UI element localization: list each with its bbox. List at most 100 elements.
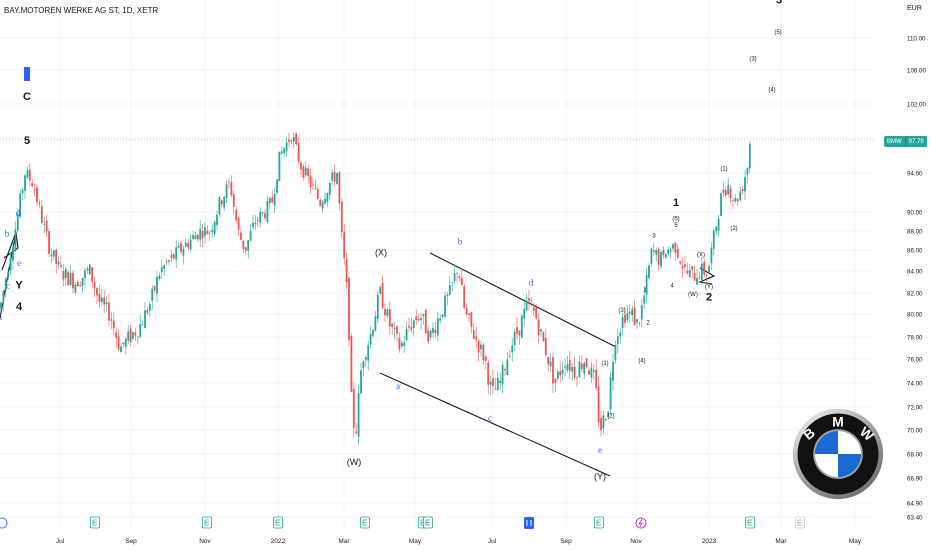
candle-body [88, 264, 91, 275]
candle-body [667, 249, 670, 254]
candle-body [340, 201, 343, 233]
currency-label: EUR [907, 5, 922, 12]
candle-body [432, 327, 434, 333]
candle-body [381, 282, 384, 309]
y-tick-label: 80.00 [907, 312, 923, 319]
candle-body [633, 307, 636, 326]
candle-body [336, 173, 338, 184]
y-tick-label: 88.00 [907, 229, 923, 236]
earnings-icon-glyph [204, 519, 209, 526]
y-tick-label: 94.00 [907, 171, 923, 178]
candle-body [580, 363, 583, 369]
candle-body [592, 370, 595, 372]
candle-body [76, 281, 79, 287]
candle-body [264, 213, 266, 219]
wave-labels: C5dbecY4a(X)bdace(W)(Y)(1)(2)(3)(4)12345… [0, 0, 782, 481]
earnings-icon-glyph [797, 519, 802, 526]
candle-body [312, 184, 314, 186]
candle-body [736, 199, 739, 202]
earnings-icon-glyph [425, 519, 430, 526]
candle-body [271, 197, 274, 203]
candle-body [705, 274, 708, 276]
candle-body [352, 388, 355, 428]
candle-body [304, 167, 307, 176]
x-tick-label: May [849, 538, 862, 545]
candle-body [576, 377, 578, 379]
price-channel [0, 231, 716, 477]
candle-body [48, 231, 50, 254]
candle-body [451, 282, 454, 284]
wave-label: (1) [720, 166, 727, 172]
candle-body [7, 271, 10, 278]
candle-body [81, 277, 84, 286]
candle-body [372, 330, 374, 336]
candle-body [518, 330, 521, 336]
candle-body [494, 388, 497, 390]
earnings-icon-glyph [275, 519, 280, 526]
x-tick-label: Mar [775, 538, 787, 545]
y-tick-label: 110.00 [907, 36, 926, 43]
candle-body [475, 336, 478, 340]
candle-body [261, 212, 264, 214]
y-tick-label: 84.00 [907, 269, 923, 276]
candle-body [530, 304, 533, 306]
wave-label: 4 [16, 301, 23, 313]
candle-body [496, 378, 499, 391]
candle-body [187, 243, 190, 248]
candle-body [583, 363, 586, 374]
candle-body [741, 188, 744, 191]
candle-body [67, 271, 70, 286]
candle-body [465, 308, 468, 315]
candles [0, 131, 751, 446]
candle-body [40, 206, 43, 223]
wave-label: e [598, 445, 602, 455]
candle-body [537, 319, 540, 336]
candle-body [74, 284, 77, 293]
candle-body [86, 268, 89, 271]
candle-body [117, 336, 120, 350]
candle-body [672, 244, 674, 249]
candle-body [199, 228, 202, 240]
candle-body [16, 214, 19, 231]
candle-body [208, 232, 211, 234]
candle-body [43, 223, 46, 225]
candle-body [316, 189, 319, 199]
candle-body [345, 259, 348, 283]
wave-label: d [529, 277, 534, 287]
candle-body [52, 250, 55, 257]
last-price-tag: BMW 97.79 [884, 136, 928, 147]
candle-body [535, 307, 538, 319]
candle-body [84, 270, 86, 279]
candle-body [595, 369, 598, 389]
candle-body [60, 264, 62, 267]
candle-body [722, 189, 725, 194]
candle-body [746, 168, 749, 175]
x-tick-label: Nov [630, 538, 642, 545]
candle-body [302, 166, 305, 178]
candle-body [415, 316, 418, 321]
candle-body [691, 266, 694, 271]
candle-body [477, 340, 480, 353]
candle-body [242, 240, 245, 249]
candle-body [165, 261, 168, 263]
grid-lines [0, 37, 875, 518]
y-tick-label: 66.90 [907, 476, 923, 483]
bmw-logo: B M W [792, 408, 884, 500]
candle-body [362, 361, 365, 369]
candle-body [55, 249, 58, 265]
wave-label: 4 [670, 284, 674, 290]
wave-triangle-right [698, 267, 716, 285]
candle-body [703, 261, 706, 275]
candle-body [624, 314, 626, 323]
y-tick-label: 102.00 [907, 102, 926, 109]
candle-body [547, 356, 550, 365]
candle-body [621, 317, 624, 329]
candle-body [348, 277, 350, 341]
candle-body [153, 286, 156, 291]
candle-body [640, 304, 643, 320]
candle-body [463, 285, 466, 308]
candle-body [444, 295, 446, 317]
candle-body [710, 247, 713, 264]
wave-label: d [16, 208, 21, 218]
